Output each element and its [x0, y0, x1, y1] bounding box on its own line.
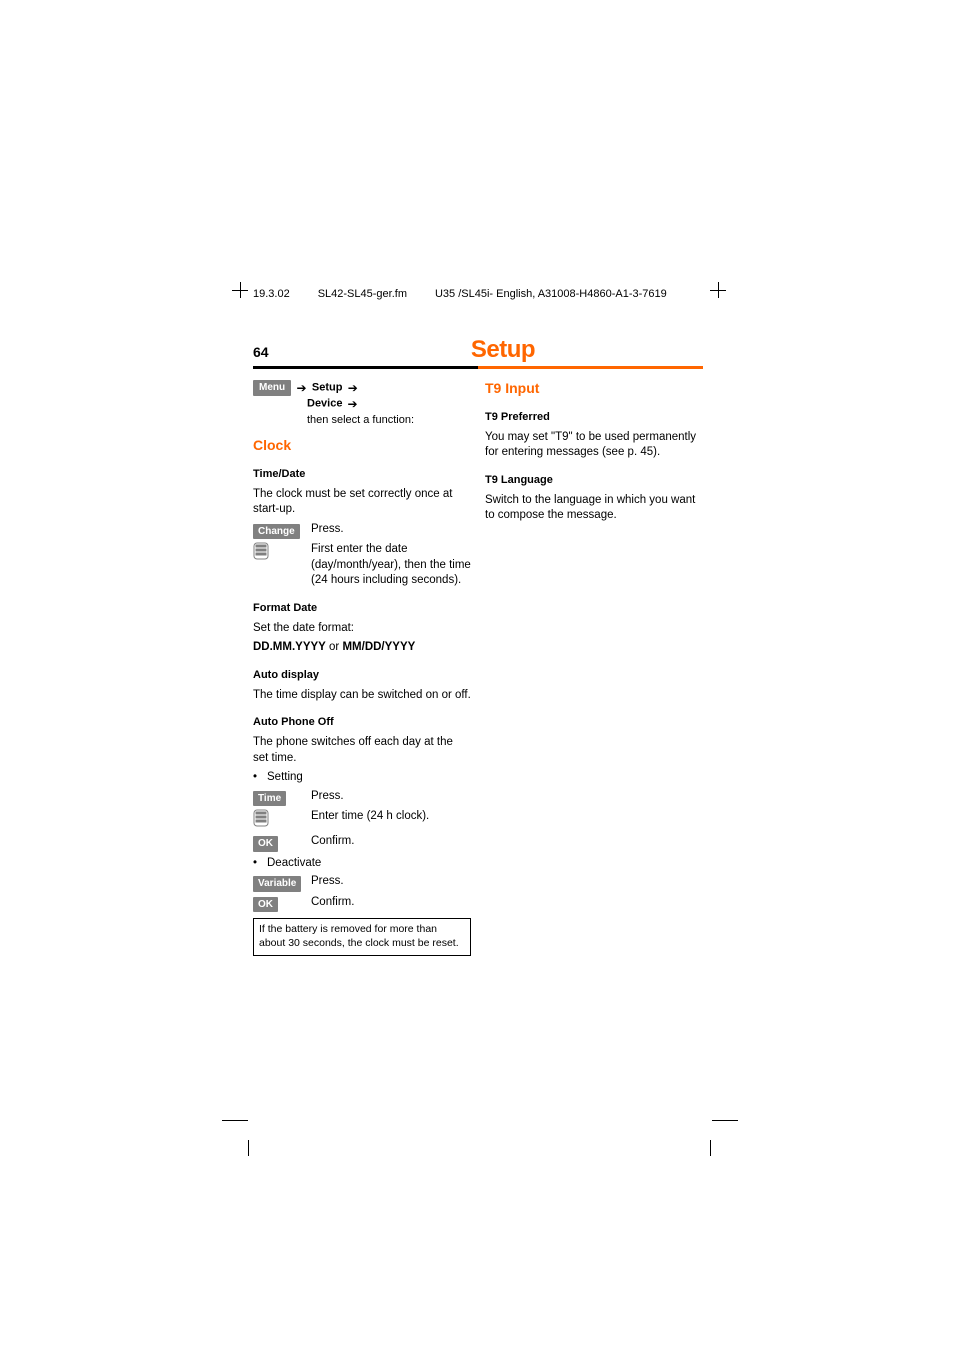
crop-mark [712, 1120, 738, 1121]
ok-softkey: OK [253, 836, 278, 852]
page-title: Setup [303, 336, 703, 364]
header-file: SL42-SL45-ger.fm [318, 288, 407, 300]
ok2-desc: Confirm. [311, 895, 471, 911]
bullet-icon: • [253, 856, 267, 872]
change-desc: Press. [311, 522, 471, 538]
autophone-body: The phone switches off each day at the s… [253, 735, 471, 766]
columns: Menu ➔ Setup ➔ Device ➔ then select a fu… [253, 379, 703, 956]
left-column: Menu ➔ Setup ➔ Device ➔ then select a fu… [253, 379, 471, 956]
battery-note: If the battery is removed for more than … [253, 918, 471, 955]
step-enter-time: Enter time (24 h clock). [253, 809, 471, 831]
step-ok2: OK Confirm. [253, 895, 471, 913]
page-title-row: 64 Setup [253, 336, 703, 369]
path-setup: Setup [312, 381, 343, 393]
keypad-icon [253, 542, 269, 560]
crop-mark [240, 282, 241, 298]
format-b: MM/DD/YYYY [342, 641, 415, 653]
variable-desc: Press. [311, 874, 471, 890]
deactivate-text: Deactivate [267, 856, 321, 872]
autodisp-heading: Auto display [253, 668, 471, 683]
bullet-setting: • Setting [253, 770, 471, 786]
ok1-desc: Confirm. [311, 834, 471, 850]
header-doc: U35 /SL45i- English, A31008-H4860-A1-3-7… [435, 288, 667, 300]
formatdate-body1: Set the date format: [253, 621, 471, 637]
step-keypad: First enter the date (day/month/year), t… [253, 542, 471, 589]
timedate-body: The clock must be set correctly once at … [253, 487, 471, 518]
autodisp-body: The time display can be switched on or o… [253, 688, 471, 704]
ok-softkey: OK [253, 897, 278, 913]
change-softkey: Change [253, 524, 300, 540]
time-softkey: Time [253, 791, 286, 807]
crop-mark [710, 1140, 711, 1156]
t9lang-body: Switch to the language in which you want… [485, 493, 703, 524]
enter-time-desc: Enter time (24 h clock). [311, 809, 471, 825]
right-column: T9 Input T9 Preferred You may set "T9" t… [485, 379, 703, 956]
arrow-icon: ➔ [348, 396, 358, 413]
autophone-heading: Auto Phone Off [253, 715, 471, 730]
t9lang-heading: T9 Language [485, 473, 703, 488]
keypad-icon [253, 809, 269, 827]
bullet-deactivate: • Deactivate [253, 856, 471, 872]
variable-softkey: Variable [253, 876, 301, 892]
menu-path: Menu ➔ Setup ➔ Device ➔ then select a fu… [253, 379, 471, 428]
arrow-icon: ➔ [348, 380, 358, 396]
path-device: Device [307, 398, 342, 410]
step-ok1: OK Confirm. [253, 834, 471, 852]
formatdate-body2: DD.MM.YYYY or MM/DD/YYYY [253, 640, 471, 656]
formatdate-heading: Format Date [253, 601, 471, 616]
path-tail: then select a function: [307, 414, 414, 426]
crop-mark [248, 1140, 249, 1156]
clock-heading: Clock [253, 436, 471, 455]
menu-softkey: Menu [253, 380, 291, 396]
t9pref-body: You may set "T9" to be used permanently … [485, 430, 703, 461]
format-a: DD.MM.YYYY [253, 641, 326, 653]
header-line: 19.3.02 SL42-SL45-ger.fm U35 /SL45i- Eng… [253, 288, 703, 300]
bullet-icon: • [253, 770, 267, 786]
page-content: 19.3.02 SL42-SL45-ger.fm U35 /SL45i- Eng… [253, 288, 703, 956]
t9input-heading: T9 Input [485, 379, 703, 398]
keypad-desc: First enter the date (day/month/year), t… [311, 542, 471, 589]
timedate-heading: Time/Date [253, 467, 471, 482]
setting-text: Setting [267, 770, 303, 786]
header-date: 19.3.02 [253, 288, 290, 300]
page-number: 64 [253, 344, 303, 360]
time-desc: Press. [311, 789, 471, 805]
path-indent: Device ➔ then select a function: [307, 396, 471, 428]
crop-mark [718, 282, 719, 298]
step-change: Change Press. [253, 522, 471, 540]
format-or: or [326, 641, 343, 653]
step-variable: Variable Press. [253, 874, 471, 892]
arrow-icon: ➔ [296, 380, 306, 396]
crop-mark [222, 1120, 248, 1121]
t9pref-heading: T9 Preferred [485, 410, 703, 425]
step-time: Time Press. [253, 789, 471, 807]
